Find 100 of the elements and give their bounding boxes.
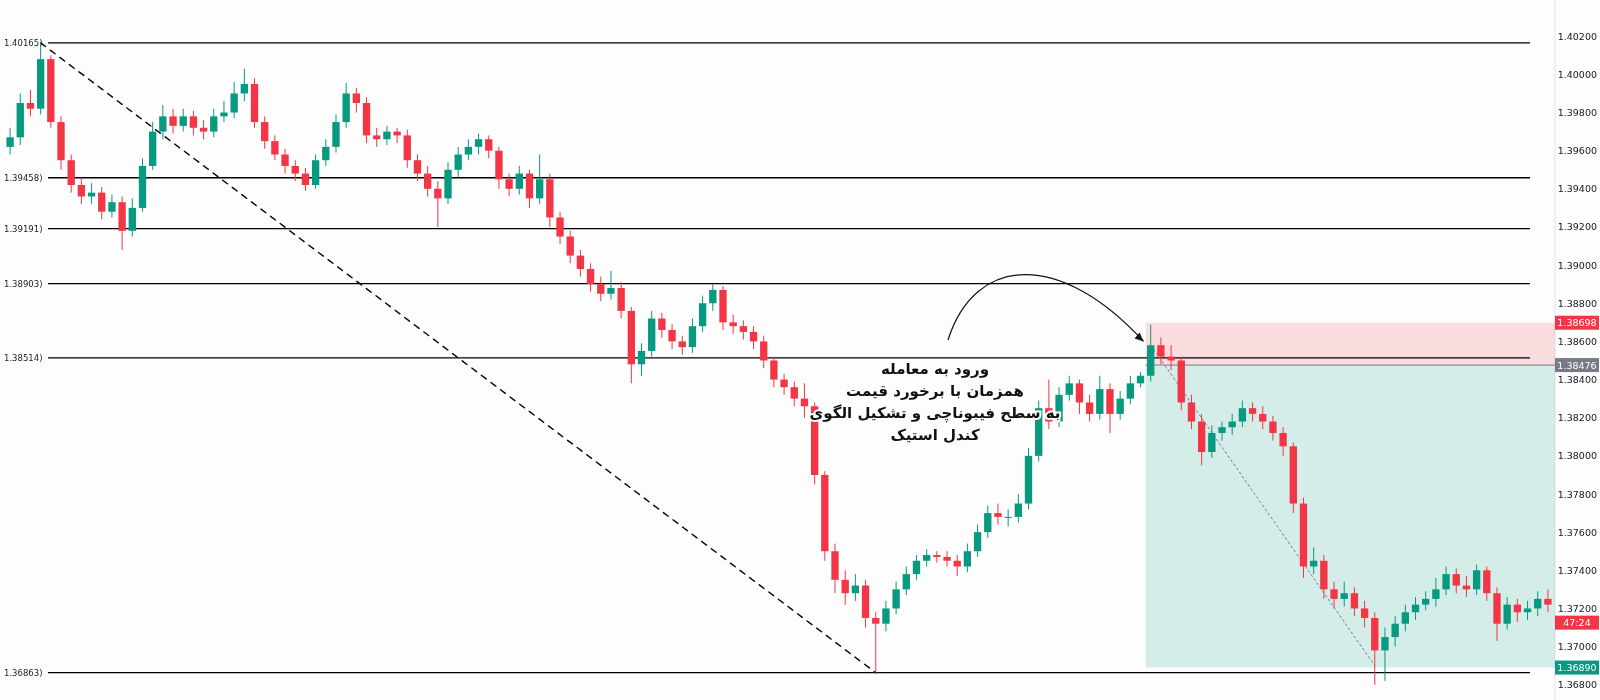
candlestick [1472,564,1481,596]
candlestick [1116,390,1124,421]
candlestick [1085,394,1094,423]
ref-line-label: 1.40165) [4,37,43,48]
band-label: 1.38698 [1557,317,1597,329]
candlestick [729,314,737,335]
y-tick-label: 1.38200 [1557,412,1597,424]
candlestick [1350,586,1359,617]
candlestick [128,197,136,238]
candlestick [556,211,564,245]
y-tick-label: 1.36800 [1557,679,1597,691]
candlestick [780,373,788,396]
candlestick [271,134,279,161]
candlestick [474,133,483,155]
candlestick [505,173,513,197]
candlestick [1238,400,1247,428]
candlestick [1534,590,1542,617]
y-tick-label: 1.37600 [1557,526,1597,538]
candlestick [210,108,218,138]
candlestick [6,127,14,155]
candlestick [586,262,595,293]
candlestick [892,581,900,615]
candlestick [902,565,910,596]
y-tick-label: 1.38000 [1557,450,1597,462]
y-tick-label: 1.39400 [1557,183,1597,195]
candlestick [1523,600,1532,621]
candlestick [1432,577,1440,608]
y-tick-label: 1.38800 [1557,297,1597,309]
ref-line-label: 1.38514) [4,352,43,363]
candlestick [322,138,330,167]
candlestick [1075,379,1084,415]
candlestick [841,569,849,606]
candlestick [373,127,381,148]
candlestick [1218,421,1226,442]
candlestick [261,115,269,150]
candlestick [515,165,523,196]
candlestick [281,148,289,175]
candlestick [760,335,768,369]
candlestick [1503,596,1511,630]
candlestick [1340,581,1348,608]
candlestick [698,295,707,333]
candlestick [1208,424,1216,459]
candlestick [882,600,890,632]
y-tick-label: 1.38600 [1557,335,1597,347]
candlestick [1381,627,1389,682]
candlestick [1483,565,1491,602]
candlestick [413,154,422,182]
candlestick [26,89,35,117]
candlestick [189,110,198,136]
candlestick [912,554,921,581]
candlestick [1360,600,1369,629]
candlestick [994,503,1002,526]
y-tick-label: 1.39000 [1557,259,1597,271]
band-label: 1.36890 [1557,662,1597,674]
y-tick-label: 1.37000 [1557,641,1597,653]
candlestick [1065,375,1073,402]
candlestick [1004,508,1012,527]
candlestick [1452,567,1460,594]
candlestick [454,146,462,178]
candlestick [1248,401,1257,423]
y-tick-label: 1.40000 [1557,68,1597,80]
y-tick-label: 1.37400 [1557,564,1597,576]
candlestick [739,319,748,341]
ref-line-label: 1.39458) [4,172,43,183]
candlestick [658,312,666,339]
candlestick [108,194,116,218]
y-tick-label: 1.39800 [1557,107,1597,119]
candlestick [291,159,299,182]
candlestick [240,68,248,102]
candlestick [423,165,432,197]
candlestick [485,134,493,159]
candlestick [984,504,992,539]
candlestick [668,323,676,350]
candlestick [77,176,86,205]
ref-line-label: 1.36863) [4,667,43,678]
candlestick [1187,394,1196,430]
candlestick [159,104,167,140]
candlestick [637,342,646,377]
candlestick [709,283,717,312]
candlestick [1401,604,1409,632]
y-tick-label: 1.39600 [1557,145,1597,157]
candlestick [770,356,778,388]
candlestick [933,550,941,564]
y-tick-label: 1.40200 [1557,30,1597,42]
candlestick [963,543,972,573]
ref-line-label: 1.38903) [4,278,43,289]
candlestick [536,154,544,205]
candlestick [230,81,238,119]
candlestick [872,611,880,674]
candlestick [1544,588,1552,613]
candlestick [1442,565,1450,596]
text: 47:24 [1563,617,1591,629]
ref-line-label: 1.38476 [1557,359,1597,371]
candlestick [576,249,585,278]
candlestick [1391,615,1399,648]
y-tick-label: 1.38400 [1557,374,1597,386]
ref-line-label: 1.39191) [4,223,43,234]
candlestick [1279,426,1287,457]
candlestick [179,108,187,133]
candlestick [301,167,310,192]
